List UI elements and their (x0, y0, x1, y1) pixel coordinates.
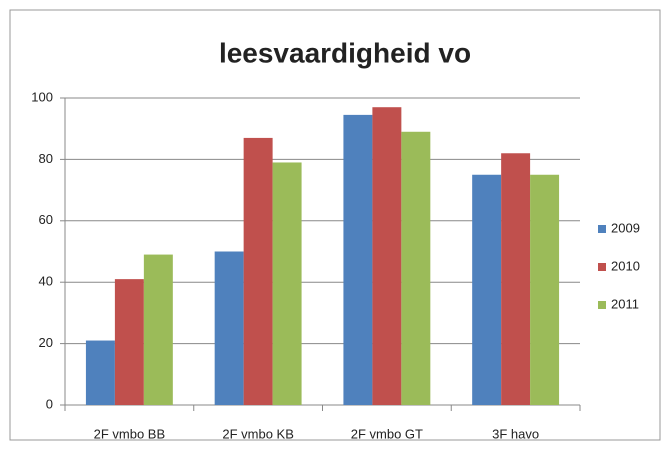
y-tick-label: 60 (39, 212, 53, 227)
legend-label: 2010 (611, 258, 640, 273)
y-tick-label: 40 (39, 274, 53, 289)
y-tick-label: 20 (39, 335, 53, 350)
chart-title: leesvaardigheid vo (219, 37, 471, 68)
legend-swatch (598, 301, 606, 309)
x-tick-label: 2F vmbo KB (222, 426, 294, 441)
bar (372, 107, 402, 406)
bar (343, 114, 373, 405)
bar (243, 137, 273, 405)
bar (501, 153, 531, 405)
x-tick-label: 2F vmbo GT (351, 426, 423, 441)
y-tick-label: 100 (31, 89, 53, 104)
x-tick-label: 2F vmbo BB (94, 426, 166, 441)
bar (530, 174, 560, 405)
legend-label: 2011 (611, 296, 639, 311)
bar (401, 131, 431, 405)
bar (214, 251, 244, 405)
bar (272, 162, 302, 405)
bar (143, 254, 173, 405)
legend-swatch (598, 225, 606, 233)
bar (472, 174, 502, 405)
legend-label: 2009 (611, 220, 640, 235)
y-tick-label: 0 (46, 396, 53, 411)
y-tick-label: 80 (39, 151, 53, 166)
legend-swatch (598, 263, 606, 271)
bar (85, 340, 115, 405)
x-tick-label: 3F havo (492, 426, 539, 441)
bar (114, 279, 144, 405)
